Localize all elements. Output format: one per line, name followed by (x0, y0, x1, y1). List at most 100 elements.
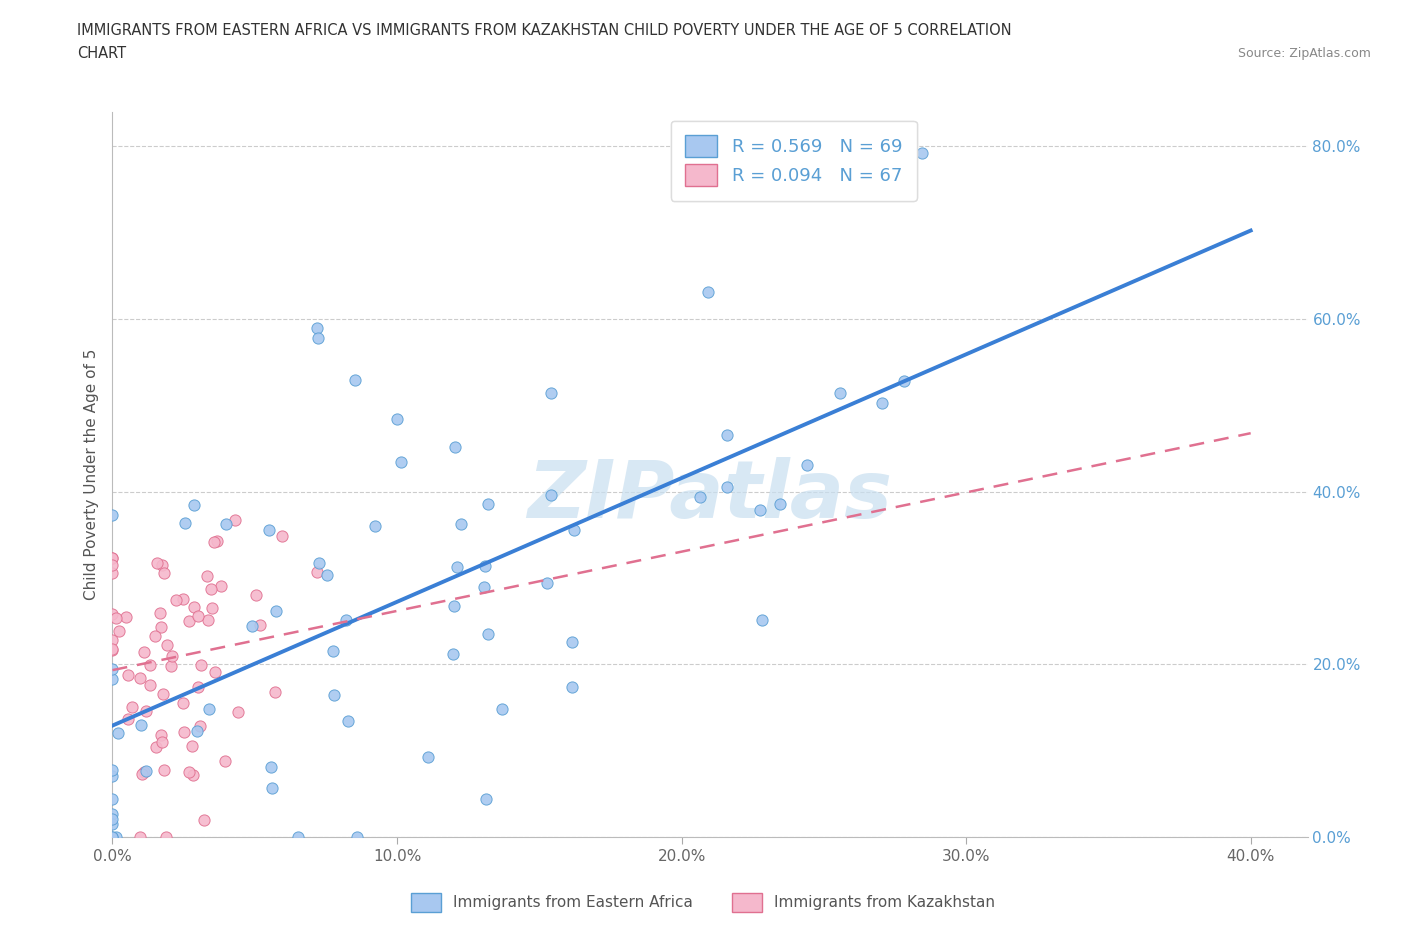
Legend: R = 0.569   N = 69, R = 0.094   N = 67: R = 0.569 N = 69, R = 0.094 N = 67 (671, 121, 917, 201)
Point (441, 646, 464, 661)
Point (536, 576, 558, 591)
Point (153, 763, 176, 777)
Point (132, 644, 155, 659)
Point (145, 739, 167, 754)
Point (159, 658, 181, 673)
Point (135, 703, 157, 718)
Point (179, 764, 201, 779)
Point (214, 753, 236, 768)
Point (689, 490, 711, 505)
Point (105, 830, 128, 844)
Point (215, 516, 238, 531)
Point (322, 687, 344, 702)
Point (491, 701, 513, 716)
Point (308, 556, 330, 571)
Point (101, 550, 124, 565)
Point (205, 533, 228, 548)
Point (828, 386, 851, 401)
Point (322, 644, 344, 658)
Point (197, 613, 219, 628)
Point (121, 699, 143, 714)
Point (872, 395, 894, 410)
Point (201, 601, 224, 616)
Point (477, 627, 499, 642)
Point (188, 718, 211, 733)
Point (128, 830, 150, 844)
Point (716, 428, 738, 443)
Point (287, 830, 309, 844)
Point (561, 635, 583, 650)
Point (198, 702, 221, 717)
Point (101, 817, 124, 831)
Point (305, 565, 328, 579)
Point (190, 658, 212, 672)
Point (101, 557, 124, 572)
Point (769, 497, 792, 512)
Text: IMMIGRANTS FROM EASTERN AFRICA VS IMMIGRANTS FROM KAZAKHSTAN CHILD POVERTY UNDER: IMMIGRANTS FROM EASTERN AFRICA VS IMMIGR… (77, 23, 1012, 38)
Point (139, 677, 162, 692)
Point (477, 496, 499, 511)
Point (165, 592, 187, 607)
Point (174, 515, 197, 530)
Point (209, 578, 232, 593)
Point (152, 735, 174, 750)
Point (177, 614, 200, 629)
Point (150, 728, 173, 743)
Point (204, 664, 226, 679)
Point (101, 671, 124, 686)
Point (180, 738, 202, 753)
Point (540, 386, 562, 401)
Point (202, 535, 225, 550)
Point (131, 717, 153, 732)
Point (337, 714, 360, 729)
Point (561, 679, 583, 694)
Point (385, 412, 408, 427)
Point (105, 610, 128, 625)
Point (418, 750, 440, 764)
Point (101, 632, 124, 647)
Point (271, 528, 294, 543)
Point (389, 455, 412, 470)
Point (101, 830, 124, 844)
Point (263, 684, 285, 699)
Point (101, 606, 124, 621)
Point (173, 724, 195, 739)
Point (134, 764, 156, 778)
Point (146, 555, 169, 570)
Point (156, 637, 179, 652)
Point (716, 480, 738, 495)
Point (186, 724, 208, 738)
Point (132, 764, 155, 779)
Point (911, 146, 934, 161)
Point (444, 440, 467, 455)
Point (101, 763, 124, 777)
Point (160, 648, 183, 663)
Point (264, 604, 287, 618)
Point (260, 760, 283, 775)
Point (245, 588, 267, 603)
Point (697, 285, 720, 299)
Point (150, 558, 173, 573)
Point (796, 458, 818, 472)
Point (183, 600, 205, 615)
Point (172, 696, 194, 711)
Point (446, 560, 468, 575)
Point (249, 618, 271, 632)
Point (139, 658, 162, 672)
Point (305, 321, 328, 336)
Point (101, 768, 124, 783)
Point (107, 725, 129, 740)
Point (101, 565, 124, 580)
Point (187, 608, 209, 623)
Point (181, 768, 204, 783)
Text: Source: ZipAtlas.com: Source: ZipAtlas.com (1237, 46, 1371, 60)
Point (540, 488, 562, 503)
Point (143, 629, 166, 644)
Point (363, 519, 385, 534)
Point (108, 624, 131, 639)
Point (101, 643, 124, 658)
Point (193, 813, 215, 828)
Point (149, 605, 172, 620)
Point (475, 791, 498, 806)
Point (226, 705, 249, 720)
